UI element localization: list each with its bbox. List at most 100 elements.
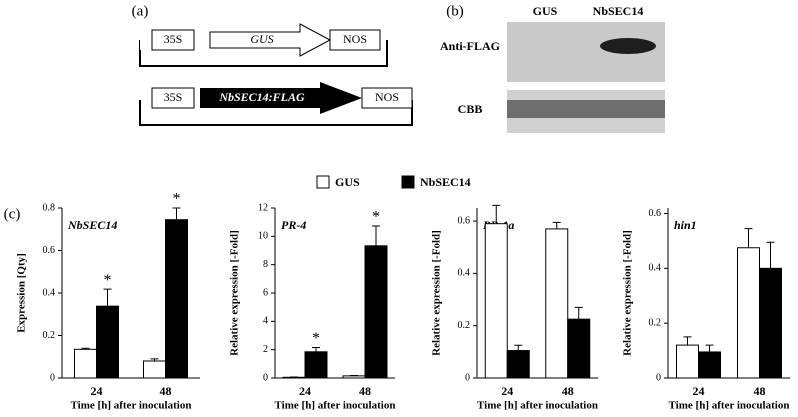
bar	[737, 247, 760, 379]
y-tick-label: 0.2	[649, 317, 662, 328]
y-tick-label: 2	[263, 344, 268, 355]
bar	[364, 245, 388, 379]
y-tick-label: 10	[258, 231, 268, 242]
y-tick-label: 0.2	[43, 330, 56, 341]
lane-label: NbSEC14	[593, 4, 644, 18]
legend-swatch	[316, 175, 330, 189]
y-tick-label: 0.4	[43, 287, 56, 298]
error-bar	[103, 288, 112, 307]
y-tick-label: 8	[263, 259, 268, 270]
x-axis-label: Time [h] after inoculation	[275, 400, 396, 412]
bar	[165, 219, 188, 379]
bar	[304, 351, 328, 379]
promoter-box	[151, 87, 195, 109]
gene-arrow	[209, 23, 332, 57]
bar	[759, 267, 782, 379]
error-bar	[514, 344, 523, 351]
error-bar	[312, 347, 320, 352]
bar	[567, 318, 591, 379]
error-bar	[552, 221, 561, 229]
gene-label: NbSEC14:FLAG	[218, 90, 305, 104]
legend-swatch	[401, 175, 415, 189]
y-tick-label: 0	[465, 372, 470, 383]
significance-marker: *	[372, 209, 380, 226]
blot-band	[600, 38, 656, 54]
y-tick-label: 0	[656, 372, 661, 383]
x-axis-label: Time [h] after inoculation	[71, 400, 192, 412]
promoter-label: 35S	[164, 90, 183, 104]
panel-label: (b)	[446, 3, 464, 19]
significance-marker: *	[104, 272, 112, 289]
terminator-label: NOS	[375, 90, 399, 104]
y-axis-label: Relative expression [-Fold]	[229, 230, 241, 356]
blot-band	[507, 100, 665, 118]
y-tick-label: 0.6	[43, 245, 56, 256]
x-tick-label: 48	[160, 384, 172, 398]
y-tick-label: 0.4	[649, 263, 662, 274]
error-bar	[574, 306, 583, 320]
error-bar	[766, 241, 775, 269]
chart-title: PR-4	[281, 218, 306, 232]
y-tick-label: 0.8	[43, 202, 56, 213]
y-tick-label: 0.4	[458, 268, 471, 279]
error-bar	[81, 347, 90, 350]
y-tick-label: 4	[263, 316, 268, 327]
x-tick-label: 48	[562, 384, 574, 398]
y-tick-label: 12	[258, 202, 268, 213]
gene-label: GUS	[250, 32, 273, 46]
row-label: CBB	[458, 102, 483, 116]
terminator-box	[361, 87, 413, 109]
x-tick-label: 24	[693, 384, 705, 398]
significance-marker: *	[312, 330, 320, 347]
bar	[545, 228, 569, 379]
terminator-label: NOS	[343, 32, 367, 46]
error-bar	[744, 228, 753, 248]
legend-label: GUS	[335, 175, 360, 189]
y-tick-label: 6	[263, 287, 268, 298]
x-tick-label: 24	[299, 384, 311, 398]
x-tick-label: 48	[754, 384, 766, 398]
row-label: Anti-FLAG	[440, 39, 500, 53]
bar	[96, 305, 119, 379]
error-bar	[492, 204, 501, 224]
error-bar	[150, 358, 159, 361]
x-tick-label: 48	[359, 384, 371, 398]
bar	[506, 350, 530, 379]
x-axis-label: Time [h] after inoculation	[477, 400, 598, 412]
gene-arrow	[200, 82, 362, 114]
x-tick-label: 24	[91, 384, 103, 398]
panel-label: (c)	[4, 206, 21, 222]
significance-marker: *	[173, 191, 181, 208]
y-tick-label: 0.2	[458, 320, 471, 331]
y-tick-label: 0	[263, 372, 268, 383]
y-tick-label: 0.6	[458, 215, 471, 226]
terminator-box	[329, 29, 381, 51]
bar	[698, 351, 721, 379]
chart-title: NbSEC14	[67, 218, 117, 232]
promoter-box	[151, 29, 195, 51]
panel-label: (a)	[132, 3, 149, 19]
vector-backbone	[139, 100, 413, 126]
promoter-label: 35S	[164, 32, 183, 46]
legend: GUS NbSEC14	[316, 175, 471, 189]
x-tick-label: 24	[501, 384, 513, 398]
y-axis-label: Relative expression [-Fold]	[622, 230, 634, 356]
legend-label: NbSEC14	[420, 175, 471, 189]
bar	[74, 348, 97, 379]
bar	[484, 223, 508, 379]
y-tick-label: 0.6	[649, 208, 662, 219]
error-bar	[683, 336, 692, 346]
y-axis-label: Expression [Qty]	[16, 253, 28, 333]
bar	[342, 375, 366, 379]
bar	[676, 344, 699, 379]
y-axis-label: Relative expression [-Fold]	[431, 230, 443, 356]
y-tick-label: 0	[50, 372, 55, 383]
error-bar	[172, 207, 181, 220]
bar	[143, 360, 166, 379]
vector-backbone	[139, 40, 388, 67]
x-axis-label: Time [h] after inoculation	[669, 400, 790, 412]
lane-label: GUS	[533, 4, 558, 18]
error-bar	[372, 225, 380, 246]
error-bar	[705, 344, 714, 352]
